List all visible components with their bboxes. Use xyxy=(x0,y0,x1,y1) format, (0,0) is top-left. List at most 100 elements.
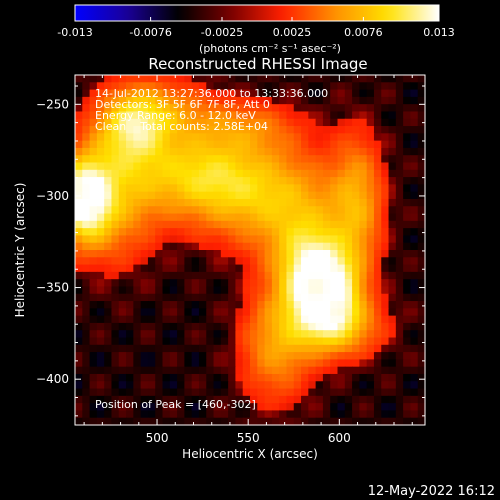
heatmap-cell xyxy=(82,279,91,288)
heatmap-cell xyxy=(366,301,375,309)
heatmap-cell xyxy=(293,373,302,382)
heatmap-cell xyxy=(147,352,156,360)
heatmap-cell xyxy=(373,89,382,98)
heatmap-cell xyxy=(359,75,368,83)
heatmap-cell xyxy=(89,359,98,368)
heatmap-cell xyxy=(177,271,185,280)
heatmap-cell xyxy=(352,403,360,412)
heatmap-cell xyxy=(366,126,375,134)
heatmap-cell xyxy=(322,315,331,324)
heatmap-cell xyxy=(315,177,324,185)
heatmap-cell xyxy=(242,184,251,193)
heatmap-cell xyxy=(147,410,156,419)
heatmap-cell xyxy=(177,126,185,134)
heatmap-cell xyxy=(301,82,309,91)
heatmap-cell xyxy=(410,140,419,149)
heatmap-cell xyxy=(82,264,91,273)
heatmap-cell xyxy=(264,264,273,273)
heatmap-cell xyxy=(155,82,164,91)
heatmap-cell xyxy=(96,286,105,295)
heatmap-cell xyxy=(403,352,412,360)
heatmap-cell xyxy=(155,322,164,331)
heatmap-cell xyxy=(271,359,280,368)
heatmap-cell xyxy=(344,315,353,324)
heatmap-cell xyxy=(184,250,193,258)
heatmap-cell xyxy=(177,417,185,426)
heatmap-cell xyxy=(184,162,193,171)
heatmap-cell xyxy=(169,395,178,404)
heatmap-cell xyxy=(89,366,98,375)
heatmap-cell xyxy=(271,126,280,134)
chart-title: Reconstructed RHESSI Image xyxy=(148,55,367,73)
heatmap-cell xyxy=(191,111,200,120)
heatmap-cell xyxy=(257,118,266,127)
heatmap-cell xyxy=(126,133,134,142)
heatmap-cell xyxy=(395,322,404,331)
heatmap-cell xyxy=(140,213,149,222)
heatmap-cell xyxy=(111,96,120,105)
heatmap-cell xyxy=(242,271,251,280)
heatmap-cell xyxy=(184,395,193,404)
heatmap-cell xyxy=(96,301,105,309)
heatmap-cell xyxy=(104,82,113,91)
heatmap-cell xyxy=(322,220,331,229)
heatmap-cell xyxy=(198,155,207,164)
heatmap-cell xyxy=(206,89,215,98)
heatmap-cell xyxy=(330,191,339,200)
heatmap-cell xyxy=(96,133,105,142)
heatmap-cell xyxy=(206,257,215,266)
heatmap-cell xyxy=(359,191,368,200)
annotation-total-counts: Clean Total counts: 2.58E+04 xyxy=(95,120,268,133)
heatmap-cell xyxy=(410,228,419,237)
heatmap-cell xyxy=(330,242,339,251)
heatmap-cell xyxy=(352,388,360,397)
heatmap-cell xyxy=(89,373,98,382)
heatmap-cell xyxy=(169,228,178,237)
heatmap-cell xyxy=(308,191,317,200)
heatmap-cell xyxy=(381,264,390,273)
heatmap-cell xyxy=(191,410,200,419)
heatmap-cell xyxy=(177,147,185,156)
heatmap-cell xyxy=(308,359,317,368)
heatmap-cell xyxy=(344,381,353,390)
heatmap-cell xyxy=(111,301,120,309)
heatmap-cell xyxy=(213,250,222,258)
heatmap-cell xyxy=(395,410,404,419)
heatmap-cell xyxy=(191,75,200,83)
heatmap-cell xyxy=(271,250,280,258)
heatmap-cell xyxy=(250,82,258,91)
heatmap-cell xyxy=(155,395,164,404)
heatmap-cell xyxy=(147,250,156,258)
heatmap-cell xyxy=(75,344,83,353)
heatmap-cell xyxy=(140,366,149,375)
heatmap-cell xyxy=(111,330,120,339)
heatmap-cell xyxy=(235,118,244,127)
heatmap-cell xyxy=(220,359,229,368)
heatmap-cell xyxy=(417,279,426,288)
heatmap-cell xyxy=(177,359,185,368)
heatmap-cell xyxy=(206,301,215,309)
heatmap-cell xyxy=(206,75,215,83)
heatmap-cell xyxy=(133,162,142,171)
heatmap-cell xyxy=(315,373,324,382)
heatmap-cell xyxy=(257,395,266,404)
heatmap-cell xyxy=(337,191,346,200)
heatmap-cell xyxy=(155,147,164,156)
heatmap-cell xyxy=(381,213,390,222)
heatmap-cell xyxy=(410,104,419,113)
heatmap-cell xyxy=(177,206,185,215)
heatmap-cell xyxy=(126,337,134,346)
heatmap-cell xyxy=(293,395,302,404)
heatmap-cell xyxy=(198,308,207,317)
heatmap-cell xyxy=(403,198,412,207)
heatmap-cell xyxy=(344,322,353,331)
heatmap-cell xyxy=(198,89,207,98)
heatmap-cell xyxy=(147,111,156,120)
heatmap-cell xyxy=(213,89,222,98)
heatmap-cell xyxy=(140,410,149,419)
heatmap-cell xyxy=(89,301,98,309)
heatmap-cell xyxy=(184,308,193,317)
heatmap-cell xyxy=(330,104,339,113)
heatmap-cell xyxy=(250,293,258,302)
heatmap-cell xyxy=(147,301,156,309)
